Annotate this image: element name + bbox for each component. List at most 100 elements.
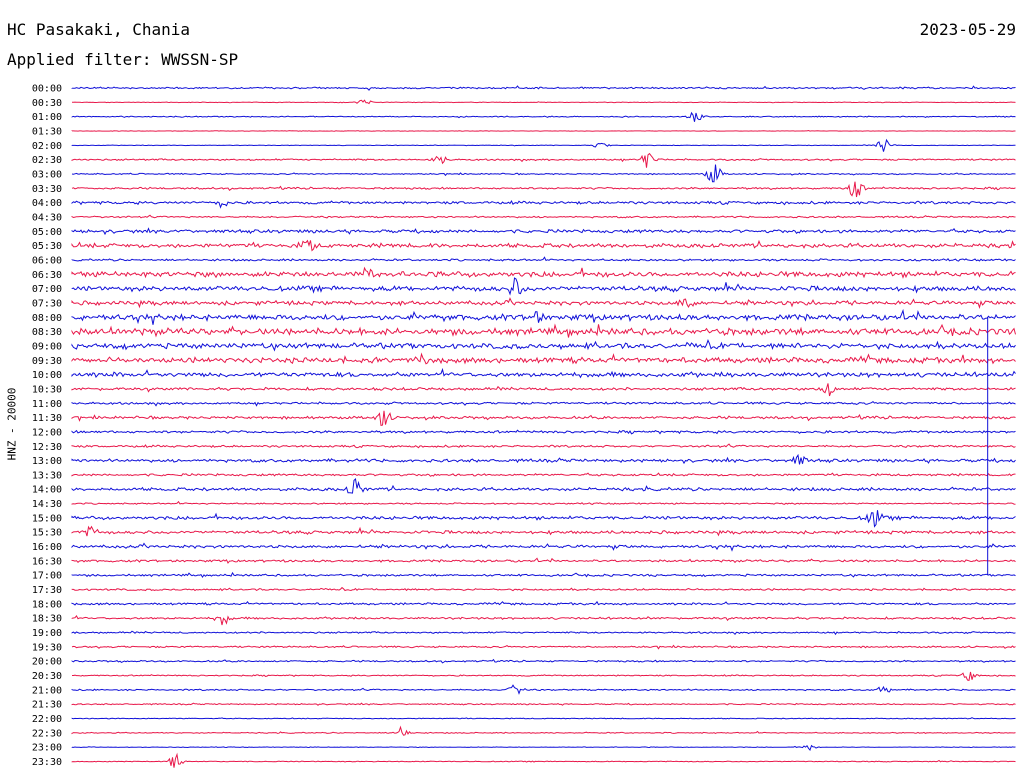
trace-line <box>71 339 1016 352</box>
trace-line <box>71 557 1016 564</box>
trace-line <box>71 500 1016 505</box>
time-tick-label: 05:00 <box>32 227 62 238</box>
time-tick-label: 10:30 <box>32 384 62 395</box>
time-tick-label: 03:00 <box>32 169 62 180</box>
trace-line <box>71 717 1016 720</box>
time-tick-label: 01:00 <box>32 112 62 123</box>
time-tick-label: 16:30 <box>32 556 62 567</box>
trace-line <box>71 400 1016 407</box>
time-tick-label: 14:30 <box>32 499 62 510</box>
time-tick-label: 11:30 <box>32 413 62 424</box>
time-tick-label: 07:30 <box>32 298 62 309</box>
trace-line <box>71 308 1016 325</box>
trace-line <box>71 164 1016 183</box>
time-tick-label: 06:00 <box>32 255 62 266</box>
time-tick-label: 22:00 <box>32 714 62 725</box>
trace-line <box>71 214 1016 219</box>
trace-line <box>71 111 1016 122</box>
trace-line <box>71 684 1016 695</box>
trace-line <box>71 630 1016 636</box>
trace-line <box>71 725 1016 736</box>
time-tick-label: 02:30 <box>32 155 62 166</box>
trace-line <box>71 352 1016 365</box>
time-tick-label: 20:30 <box>32 671 62 682</box>
trace-line <box>71 453 1016 465</box>
trace-line <box>71 525 1016 537</box>
trace-line <box>71 571 1016 579</box>
trace-line <box>72 99 1016 105</box>
trace-line <box>71 658 1016 664</box>
trace-line <box>71 297 1016 309</box>
time-tick-label: 16:00 <box>32 542 62 553</box>
time-tick-label: 18:30 <box>32 614 62 625</box>
trace-line <box>71 752 1016 768</box>
trace-line <box>71 256 1016 262</box>
trace-line <box>71 383 1016 397</box>
time-tick-label: 11:00 <box>32 399 62 410</box>
time-tick-label: 05:30 <box>32 241 62 252</box>
trace-line <box>71 510 1016 528</box>
time-tick-label: 15:00 <box>32 513 62 524</box>
trace-line <box>71 542 1016 552</box>
time-tick-label: 21:00 <box>32 685 62 696</box>
time-tick-label: 21:30 <box>32 700 62 711</box>
trace-line <box>71 199 1016 209</box>
trace-line <box>71 129 1016 132</box>
time-tick-label: 13:00 <box>32 456 62 467</box>
time-tick-label: 17:30 <box>32 585 62 596</box>
trace-line <box>71 744 1016 751</box>
trace-line <box>71 443 1016 449</box>
time-tick-label: 17:00 <box>32 571 62 582</box>
date-label: 2023-05-29 <box>919 20 1016 39</box>
time-tick-label: 09:00 <box>32 341 62 352</box>
trace-line <box>71 239 1016 252</box>
trace-line <box>71 138 1016 152</box>
time-tick-label: 08:30 <box>32 327 62 338</box>
trace-line <box>71 644 1016 650</box>
time-tick-label: 04:30 <box>32 212 62 223</box>
trace-line <box>71 600 1016 606</box>
time-tick-label: 08:00 <box>32 313 62 324</box>
trace-line <box>71 586 1016 592</box>
trace-line <box>71 702 1016 706</box>
trace-line <box>71 323 1016 338</box>
trace-line <box>71 429 1016 435</box>
trace-line <box>71 152 1016 168</box>
trace-line <box>71 477 1016 494</box>
time-tick-label: 00:00 <box>32 84 62 95</box>
time-tick-label: 10:00 <box>32 370 62 381</box>
time-tick-label: 00:30 <box>32 98 62 109</box>
time-tick-label: 12:00 <box>32 427 62 438</box>
time-tick-label: 07:00 <box>32 284 62 295</box>
time-tick-label: 12:30 <box>32 442 62 453</box>
time-tick-label: 19:00 <box>32 628 62 639</box>
time-tick-label: 23:00 <box>32 743 62 754</box>
time-tick-label: 18:00 <box>32 599 62 610</box>
time-tick-label: 13:30 <box>32 470 62 481</box>
station-title: HC Pasakaki, Chania <box>7 20 191 39</box>
trace-line <box>71 227 1016 236</box>
trace-line <box>71 410 1016 426</box>
time-tick-label: 04:00 <box>32 198 62 209</box>
time-tick-label: 06:30 <box>32 270 62 281</box>
time-tick-label: 01:30 <box>32 126 62 137</box>
time-tick-label: 02:00 <box>32 141 62 152</box>
time-tick-label: 23:30 <box>32 757 62 768</box>
trace-line <box>72 671 1016 681</box>
trace-line <box>71 266 1016 279</box>
time-tick-label: 19:30 <box>32 642 62 653</box>
trace-line <box>71 472 1016 477</box>
time-tick-label: 14:00 <box>32 485 62 496</box>
trace-line <box>71 181 1016 198</box>
trace-line <box>71 367 1016 379</box>
time-tick-label: 03:30 <box>32 184 62 195</box>
time-tick-label: 09:30 <box>32 356 62 367</box>
filter-label: Applied filter: WWSSN-SP <box>7 50 239 69</box>
time-tick-label: 22:30 <box>32 728 62 739</box>
time-tick-label: 20:00 <box>32 657 62 668</box>
time-tick-label: 15:30 <box>32 528 62 539</box>
trace-line <box>71 615 1016 626</box>
trace-line <box>71 85 1016 91</box>
trace-line <box>71 277 1016 296</box>
